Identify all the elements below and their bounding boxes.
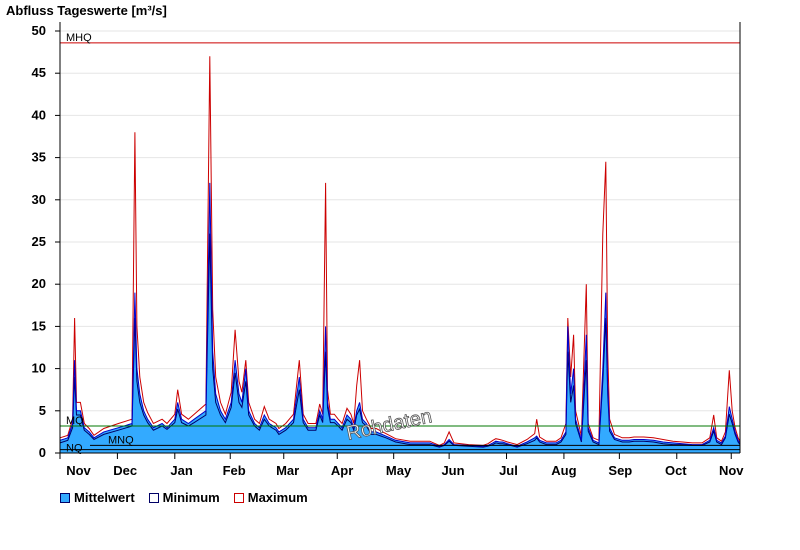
- y-tick-label: 50: [32, 23, 46, 38]
- legend-item-maximum: Maximum: [233, 490, 308, 505]
- ref-label-nq: NQ: [66, 443, 83, 455]
- x-tick-label: Jan: [170, 463, 192, 478]
- x-tick-label: Jul: [499, 463, 518, 478]
- axes: 0 5 10 15 20 25 30 35 40 45 50 Nov Dec Jan Feb Mar Apr Ma…: [32, 22, 744, 478]
- y-tick-label: 40: [32, 107, 46, 122]
- y-axis-title: Abfluss Tageswerte [m³/s]: [6, 3, 167, 18]
- reference-lines: MHQ MQ MNQ NQ: [60, 32, 740, 455]
- ref-label-mnq: MNQ: [108, 434, 134, 446]
- x-tick-label: Nov: [66, 463, 91, 478]
- ref-label-mhq: MHQ: [66, 32, 92, 44]
- x-tick-label: Dec: [113, 463, 137, 478]
- series-maximum-line: [59, 56, 741, 446]
- y-tick-label: 35: [32, 150, 46, 165]
- x-tick-label: Aug: [551, 463, 576, 478]
- legend-swatch-minimum: [148, 492, 159, 503]
- series-mittelwert-line: [59, 182, 741, 447]
- x-tick-label: Jun: [441, 463, 464, 478]
- x-tick-label: Nov: [719, 463, 744, 478]
- legend-label-maximum: Maximum: [247, 490, 308, 505]
- legend-item-mittelwert: Mittelwert: [60, 490, 135, 505]
- y-tick-label: 30: [32, 192, 46, 207]
- y-tick-label: 20: [32, 276, 46, 291]
- legend-swatch-mittelwert: [60, 492, 70, 503]
- legend-swatch-maximum: [233, 492, 244, 503]
- y-tick-label: 15: [32, 318, 46, 333]
- legend-item-minimum: Minimum: [148, 490, 220, 505]
- legend: Mittelwert Minimum Maximum: [60, 490, 308, 505]
- y-tick-label: 25: [32, 234, 46, 249]
- series-minimum-line: [59, 233, 741, 448]
- y-tick-label: 45: [32, 65, 46, 80]
- y-tick-label: 10: [32, 361, 46, 376]
- legend-label-mittelwert: Mittelwert: [74, 490, 135, 505]
- x-tick-label: Mar: [276, 463, 299, 478]
- series-layer: [59, 56, 741, 453]
- y-tick-label: 0: [39, 445, 46, 460]
- legend-label-minimum: Minimum: [162, 490, 220, 505]
- ref-label-mq: MQ: [66, 415, 84, 427]
- x-tick-label: Apr: [331, 463, 353, 478]
- y-tick-label: 5: [39, 403, 46, 418]
- x-tick-label: May: [386, 463, 412, 478]
- x-tick-label: Sep: [608, 463, 632, 478]
- x-tick-label: Oct: [665, 463, 687, 478]
- grid-lines: [60, 30, 740, 412]
- x-tick-label: Feb: [223, 463, 246, 478]
